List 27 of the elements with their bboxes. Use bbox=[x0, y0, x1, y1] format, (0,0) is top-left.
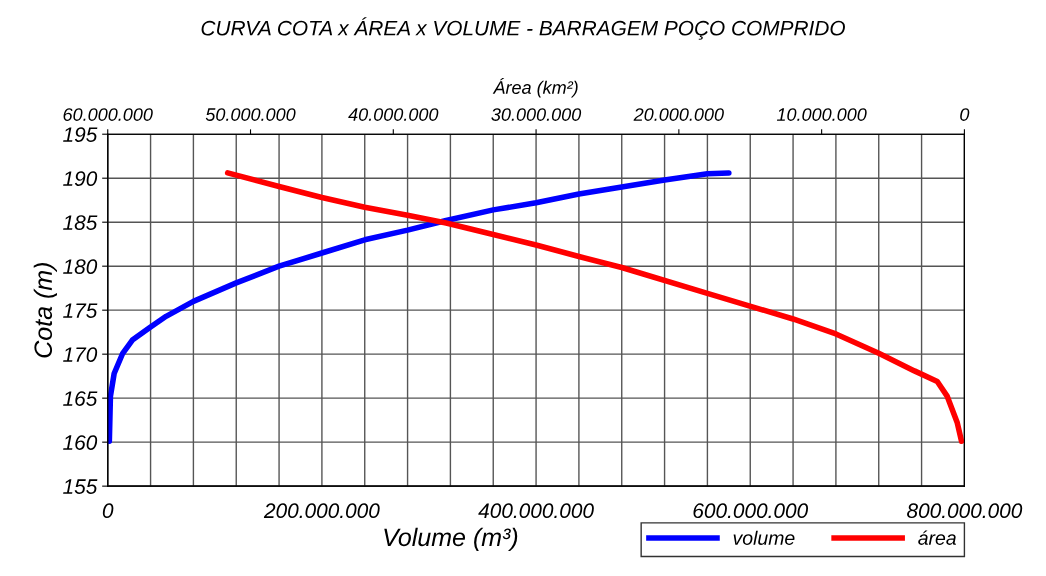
x-axis-title: Volume (m³) bbox=[384, 527, 518, 552]
x2-tick-label: 40.000.000 bbox=[348, 108, 439, 121]
x2-tick-label: 50.000.000 bbox=[205, 108, 296, 121]
legend-label: área bbox=[918, 530, 956, 545]
y-tick-label: 195 bbox=[63, 127, 98, 142]
legend-label: volume bbox=[733, 530, 795, 545]
y-axis-title: Cota (m) bbox=[33, 263, 57, 358]
x-tick-label: 200.000.000 bbox=[263, 503, 380, 519]
y-tick-label: 190 bbox=[63, 171, 98, 186]
x2-axis-title: Área (km²) bbox=[492, 78, 578, 98]
x2-tick-label: 0 bbox=[960, 108, 970, 121]
y-tick-label: 185 bbox=[63, 215, 98, 230]
x-tick-label: 0 bbox=[102, 503, 114, 519]
x-tick-label: 400.000.000 bbox=[478, 503, 594, 519]
y-tick-label: 170 bbox=[63, 347, 98, 362]
y-tick-label: 180 bbox=[63, 259, 98, 274]
y-tick-label: 160 bbox=[63, 435, 98, 450]
chart-title: CURVA COTA x ÁREA x VOLUME - BARRAGEM POÇO COMPRIDO bbox=[201, 17, 845, 40]
y-tick-label: 175 bbox=[63, 303, 98, 318]
y-tick-label: 155 bbox=[63, 479, 98, 494]
x2-tick-label: 30.000.000 bbox=[491, 108, 582, 121]
x2-tick-label: 10.000.000 bbox=[776, 108, 867, 121]
x-tick-label: 800.000.000 bbox=[907, 503, 1023, 519]
x2-tick-label: 20.000.000 bbox=[633, 108, 724, 121]
y-tick-label: 165 bbox=[63, 391, 98, 406]
x-tick-label: 600.000.000 bbox=[693, 503, 808, 519]
x2-tick-label: 60.000.000 bbox=[63, 108, 153, 121]
